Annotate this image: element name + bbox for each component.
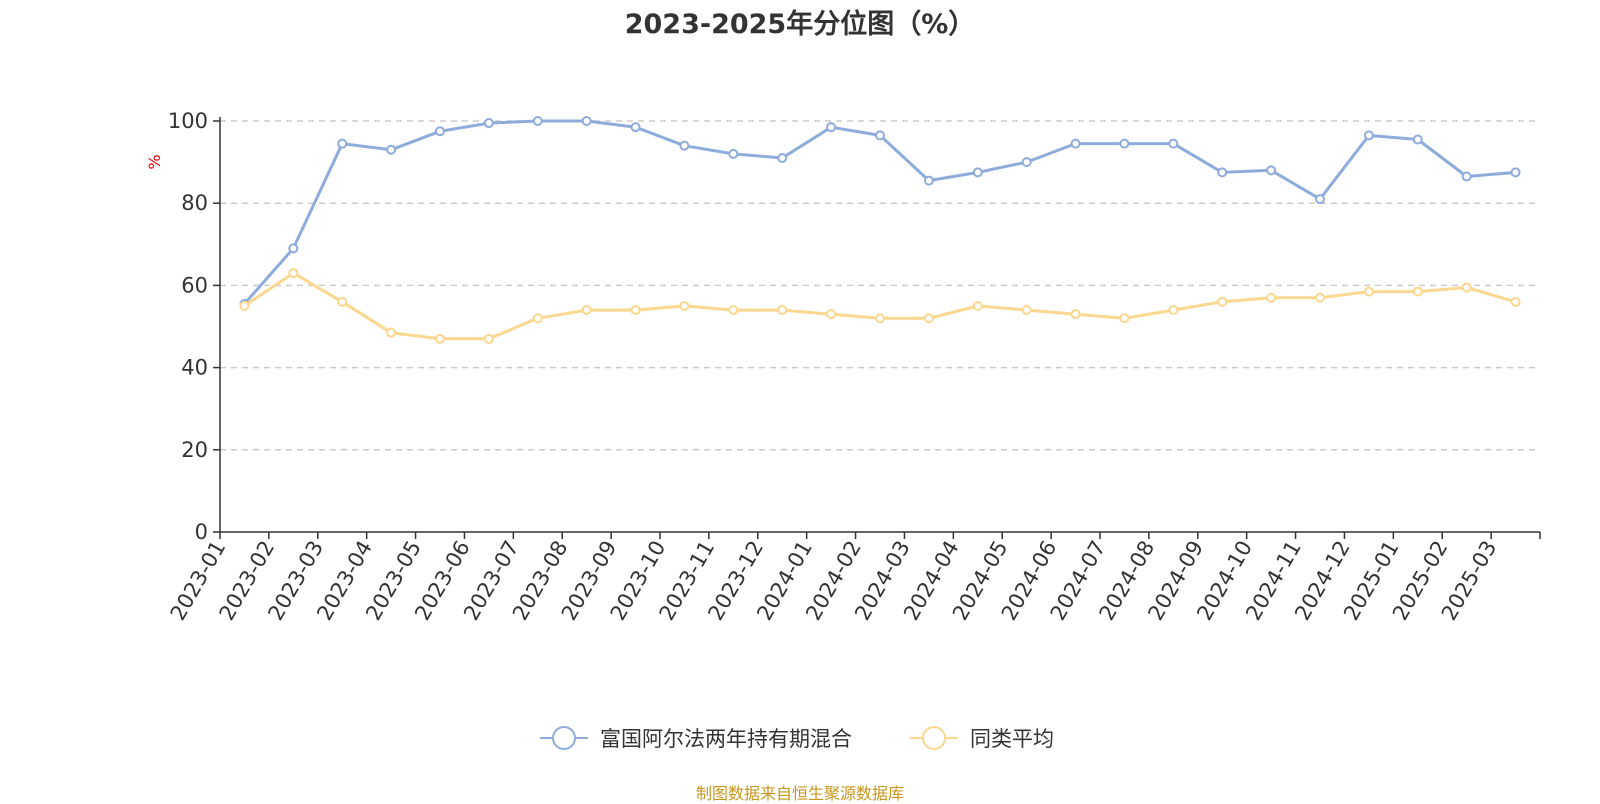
legend-marker-peer-average	[922, 726, 946, 750]
fund-point	[435, 126, 445, 137]
peer-average-point	[679, 300, 690, 311]
fund-point	[875, 130, 885, 141]
fund-point	[1510, 167, 1521, 178]
fund-point	[679, 140, 690, 151]
peer-average-point	[777, 305, 788, 316]
peer-average-point	[923, 313, 934, 324]
peer-average-point	[532, 313, 543, 324]
y-tick-label: 20	[181, 438, 208, 462]
y-tick-label: 0	[195, 520, 208, 544]
fund-point	[532, 116, 543, 126]
fund-point	[483, 118, 494, 129]
y-tick-label: 40	[181, 356, 208, 380]
fund-point	[1119, 138, 1130, 149]
fund-point	[923, 175, 934, 186]
fund-point	[1315, 194, 1325, 205]
peer-average-point	[288, 268, 299, 279]
peer-average-point	[1217, 296, 1228, 307]
peer-average-point	[1266, 292, 1277, 303]
fund-point	[1168, 138, 1179, 149]
peer-average-point	[386, 327, 397, 338]
y-axis-label: %	[145, 154, 164, 169]
peer-average-point	[1315, 292, 1325, 303]
y-tick-label: 80	[181, 191, 208, 215]
data-source-note: 制图数据来自恒生聚源数据库	[695, 784, 904, 803]
peer-average-point	[1461, 282, 1472, 293]
peer-average-point	[435, 333, 445, 344]
peer-average-point	[1510, 296, 1521, 307]
legend-label-fund: 富国阿尔法两年持有期混合	[600, 727, 852, 751]
peer-average-point	[581, 305, 592, 316]
series-line-peer-average	[243, 271, 1517, 341]
fund-point	[777, 152, 788, 163]
fund-point	[630, 122, 641, 133]
legend: 富国阿尔法两年持有期混合 同类平均	[540, 726, 1054, 751]
peer-average-point	[239, 300, 250, 311]
peer-average-point	[630, 305, 641, 316]
fund-point	[386, 144, 397, 155]
fund-point	[1266, 165, 1277, 176]
peer-average-point	[1119, 313, 1130, 324]
peer-average-point	[826, 309, 837, 320]
legend-marker-fund	[552, 726, 576, 750]
y-tick-label: 60	[181, 273, 208, 297]
series-line-fund	[243, 119, 1516, 305]
fund-point	[1412, 134, 1423, 145]
fund-point	[1070, 138, 1081, 149]
grid-lines	[220, 120, 1540, 451]
peer-average-point	[337, 296, 348, 307]
peer-average-point	[972, 300, 983, 311]
fund-point	[972, 167, 983, 178]
fund-point	[728, 148, 739, 159]
fund-point	[1021, 157, 1032, 168]
peer-average-point	[875, 313, 885, 324]
fund-point	[1461, 171, 1472, 182]
fund-point	[826, 122, 837, 133]
series-lines	[239, 116, 1521, 344]
chart-title: 2023-2025年分位图（%）	[624, 9, 976, 40]
peer-average-point	[728, 305, 739, 316]
fund-point	[1217, 167, 1228, 178]
peer-average-point	[1168, 305, 1179, 316]
fund-point	[581, 116, 592, 126]
peer-average-point	[1070, 309, 1081, 320]
peer-average-point	[1021, 305, 1032, 316]
fund-point	[337, 138, 348, 149]
y-tick-label: 100	[168, 109, 208, 133]
legend-label-peer-average: 同类平均	[970, 727, 1054, 751]
peer-average-point	[1412, 286, 1423, 297]
fund-point	[1363, 130, 1374, 141]
peer-average-point	[1363, 286, 1374, 297]
fund-point	[288, 243, 299, 254]
peer-average-point	[483, 333, 494, 344]
